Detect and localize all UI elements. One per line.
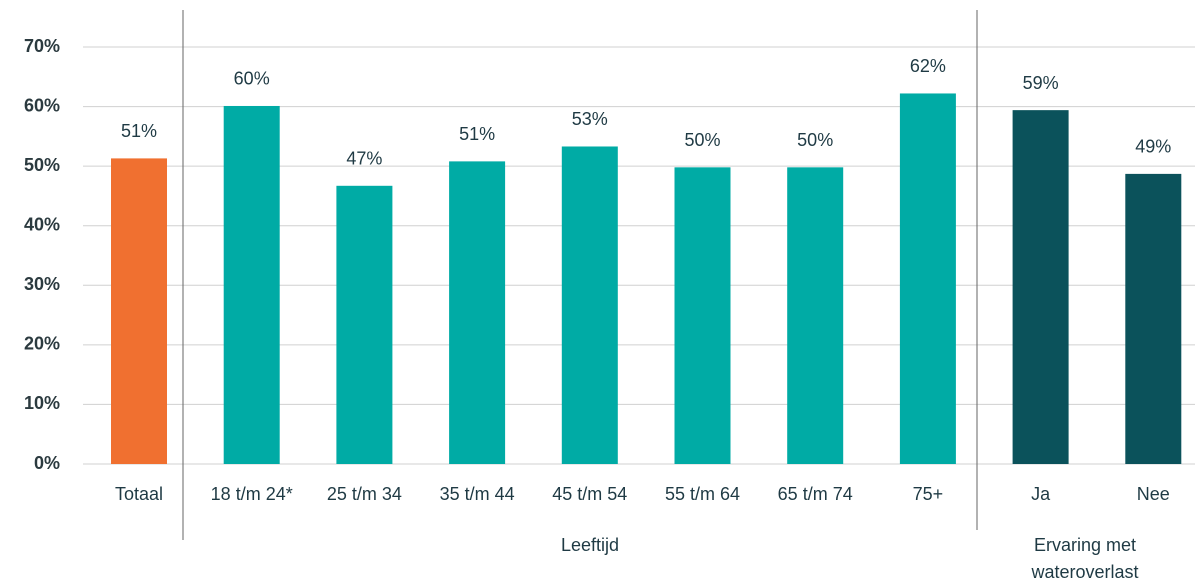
y-tick-label: 40% [24,214,60,234]
value-label: 51% [459,124,495,144]
y-tick-label: 10% [24,393,60,413]
y-tick-label: 30% [24,274,60,294]
value-label: 53% [572,109,608,129]
value-label: 50% [797,130,833,150]
x-tick-label: 25 t/m 34 [327,484,402,504]
group-label: Ervaring met [1034,535,1136,555]
value-label: 59% [1023,73,1059,93]
value-label: 49% [1135,137,1171,157]
x-tick-label: Nee [1137,484,1170,504]
bar [787,167,844,464]
bar [336,185,393,464]
x-tick-label: 35 t/m 44 [440,484,515,504]
value-label: 60% [234,69,270,89]
y-tick-label: 50% [24,155,60,175]
group-label: Leeftijd [561,535,619,555]
bar [1012,110,1069,464]
x-tick-label: 65 t/m 74 [778,484,853,504]
bar [899,93,956,465]
bar [111,158,167,465]
bar [561,146,618,464]
y-tick-label: 0% [34,453,60,473]
value-label: 51% [121,121,157,141]
x-tick-label: 55 t/m 64 [665,484,740,504]
y-tick-label: 60% [24,95,60,115]
x-tick-label: Ja [1031,484,1051,504]
bar [449,161,506,464]
bar [223,105,280,465]
x-tick-label: 75+ [913,484,944,504]
x-tick-label: 45 t/m 54 [552,484,627,504]
x-tick-label: Totaal [115,484,163,504]
bar [674,167,731,464]
bar [1125,173,1182,464]
value-label: 47% [346,149,382,169]
x-tick-label: 18 t/m 24* [211,484,293,504]
value-label: 62% [910,56,946,76]
value-label: 50% [684,130,720,150]
group-label: wateroverlast [1030,562,1138,582]
y-tick-label: 70% [24,36,60,56]
y-tick-label: 20% [24,334,60,354]
